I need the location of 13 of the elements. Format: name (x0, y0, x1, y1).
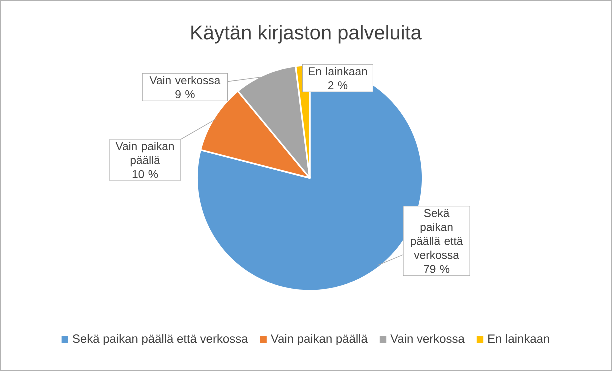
legend-label: Vain verkossa (390, 334, 465, 343)
legend-label: Sekä paikan päällä että verkossa (73, 334, 248, 346)
legend-label: En lainkaan (488, 334, 550, 343)
data-label: 79 % (424, 265, 450, 274)
data-label: 2 % (328, 81, 348, 90)
slice-label: Vain paikan päällä (116, 142, 174, 166)
slice-label: Sekä paikan päällä että verkossa (411, 208, 464, 260)
chart-title: Käytän kirjaston palveluita (192, 24, 422, 44)
legend-label: Vain paikan päällä (270, 334, 368, 346)
data-label: 9 % (176, 90, 195, 98)
data-label: 10 % (132, 170, 158, 178)
slice-label: En lainkaan (308, 67, 368, 76)
slice-label: Vain verkossa (150, 76, 221, 84)
